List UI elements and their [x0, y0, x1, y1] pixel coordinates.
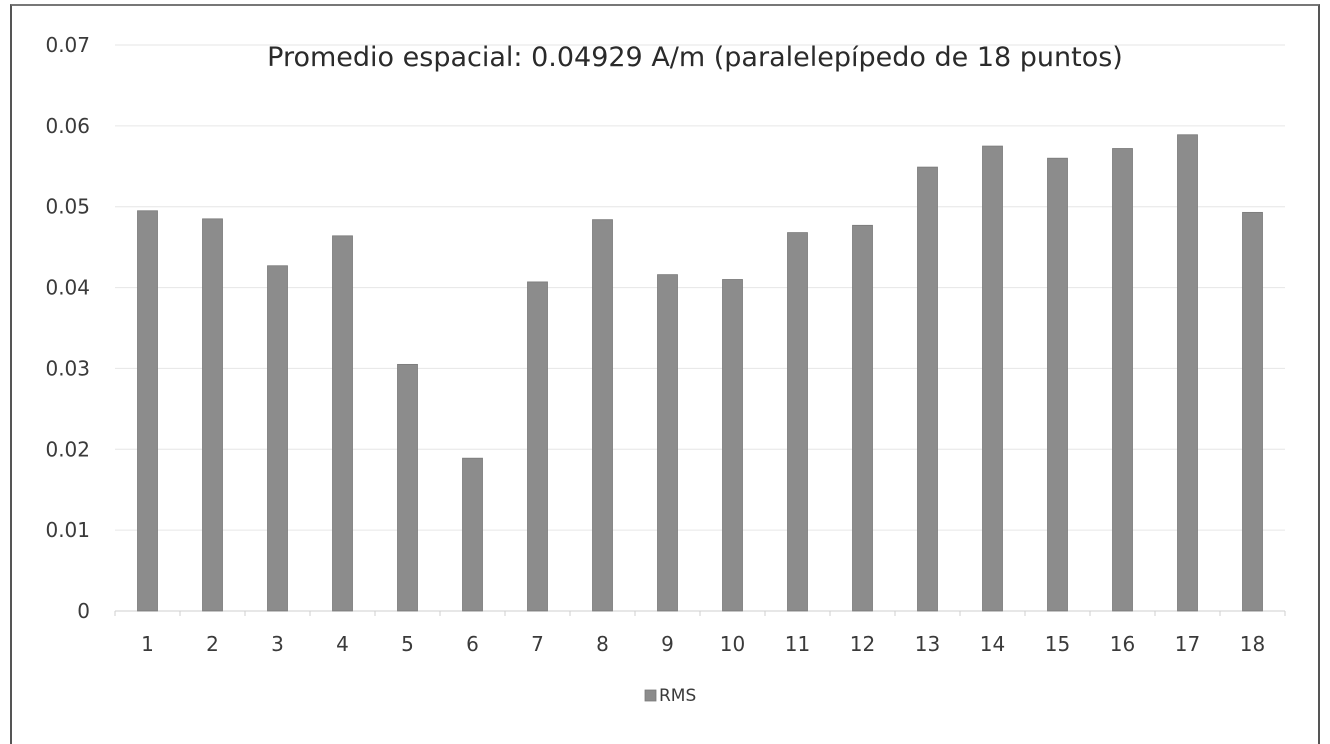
- gridlines: [114, 44, 1286, 616]
- bar-10: [722, 279, 743, 612]
- y-tick-label: 0.07: [45, 33, 90, 57]
- y-tick-label: 0.03: [45, 356, 90, 380]
- chart-title: Promedio espacial: 0.04929 A/m (paralele…: [267, 42, 1123, 73]
- chart-frame: [10, 4, 1320, 744]
- x-tick-label: 12: [850, 632, 875, 656]
- x-tick-label: 13: [915, 632, 940, 656]
- y-tick-label: 0.04: [45, 276, 90, 300]
- y-tick-label: 0.05: [45, 195, 90, 219]
- x-tick-label: 15: [1045, 632, 1070, 656]
- bar-13: [917, 166, 938, 612]
- bar-15: [1047, 157, 1068, 612]
- bar-14: [982, 145, 1003, 612]
- x-tick-label: 4: [336, 632, 349, 656]
- bar-17: [1177, 134, 1198, 612]
- y-tick-label: 0.02: [45, 437, 90, 461]
- x-tick-label: 5: [401, 632, 414, 656]
- x-tick-label: 8: [596, 632, 609, 656]
- legend-label-rms: RMS: [659, 686, 696, 706]
- x-tick-label: 14: [980, 632, 1005, 656]
- bar-7: [527, 281, 548, 612]
- bar-8: [592, 219, 613, 612]
- bar-12: [852, 224, 873, 612]
- bar-9: [657, 274, 678, 612]
- bar-6: [462, 457, 483, 612]
- x-tick-label: 6: [466, 632, 479, 656]
- x-tick-label: 2: [206, 632, 219, 656]
- x-tick-label: 18: [1240, 632, 1265, 656]
- x-tick-label: 9: [661, 632, 674, 656]
- bar-11: [787, 232, 808, 612]
- bar-3: [267, 265, 288, 612]
- x-tick-label: 11: [785, 632, 810, 656]
- y-axis: 0 0.01 0.02 0.03 0.04 0.05 0.06 0.07: [45, 33, 90, 623]
- x-tick-label: 7: [531, 632, 544, 656]
- bar-18: [1242, 211, 1263, 612]
- x-tick-label: 3: [271, 632, 284, 656]
- bar-1: [137, 210, 158, 612]
- x-tick-label: 10: [720, 632, 745, 656]
- y-tick-label: 0: [77, 599, 90, 623]
- legend-swatch-rms: [644, 689, 657, 702]
- bars: [137, 134, 1263, 612]
- x-tick-label: 16: [1110, 632, 1135, 656]
- bar-2: [202, 218, 223, 612]
- y-tick-label: 0.01: [45, 518, 90, 542]
- bar-16: [1112, 148, 1133, 612]
- x-axis: 1 2 3 4 5 6 7 8 9 10 11 12 13 14 15 16 17 18: [141, 632, 1265, 656]
- x-tick-label: 1: [141, 632, 154, 656]
- y-tick-label: 0.06: [45, 114, 90, 138]
- bar-4: [332, 235, 353, 612]
- x-tick-label: 17: [1175, 632, 1200, 656]
- bar-5: [397, 363, 418, 612]
- legend: RMS: [644, 686, 696, 706]
